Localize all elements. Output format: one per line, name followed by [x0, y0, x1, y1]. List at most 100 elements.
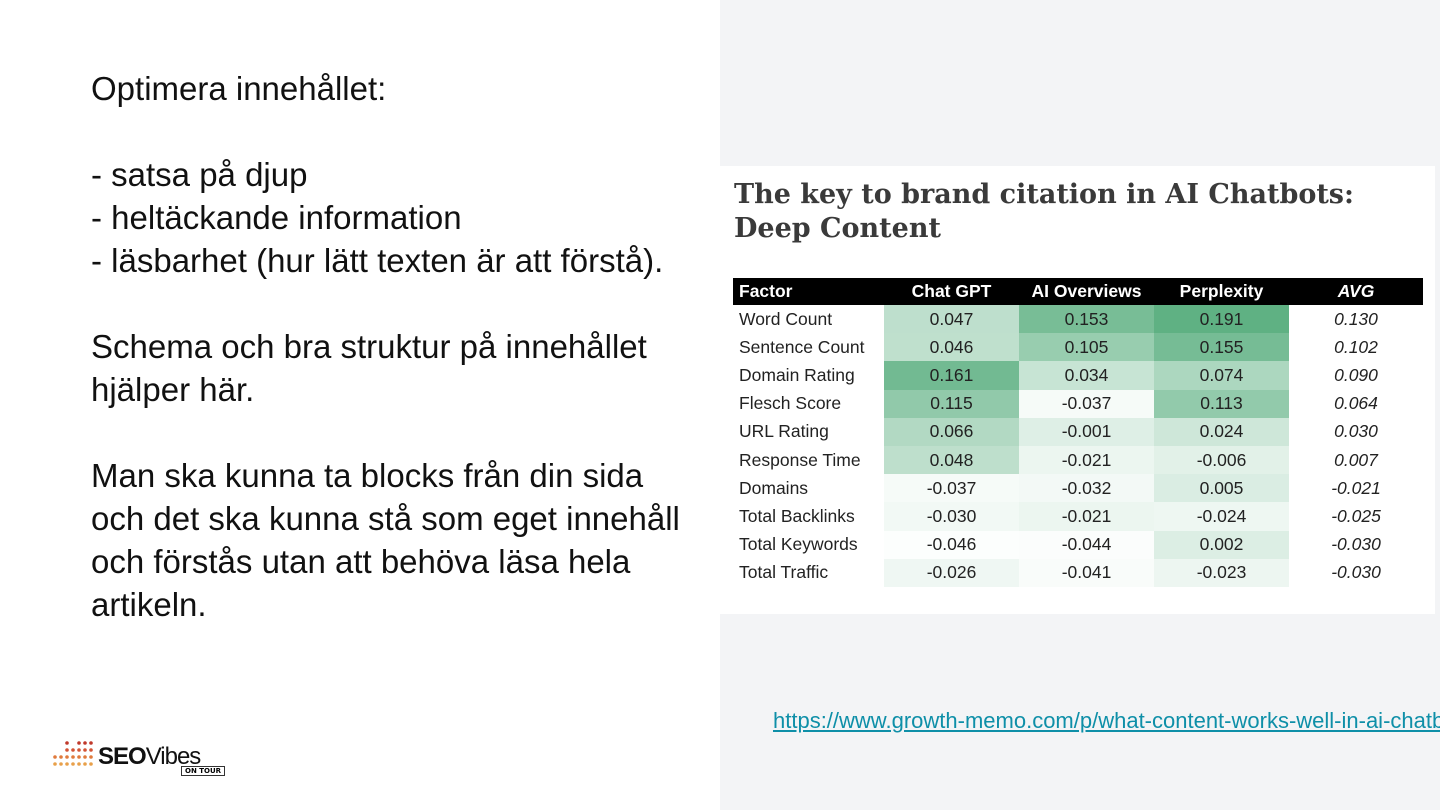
- logo-dot: [65, 755, 69, 759]
- figure-title: The key to brand citation in AI Chatbots…: [734, 179, 1354, 244]
- table-row: Response Time 0.048 -0.021 -0.006 0.007: [733, 445, 1423, 475]
- logo-dot: [77, 755, 81, 759]
- value-cell: 0.161: [884, 361, 1019, 390]
- value-cell: -0.021: [1019, 502, 1154, 531]
- logo-dot: [53, 755, 57, 759]
- logo-dot: [89, 748, 93, 752]
- bullet: - heltäckande information: [91, 199, 462, 236]
- value-cell: 0.105: [1019, 333, 1154, 362]
- table-figure: The key to brand citation in AI Chatbots…: [720, 166, 1435, 614]
- value-cell: 0.007: [1334, 449, 1378, 470]
- logo-dot: [71, 748, 75, 752]
- value-cell: 0.115: [884, 389, 1019, 418]
- value-cell: 0.102: [1334, 336, 1378, 357]
- value-cell: -0.023: [1154, 558, 1289, 587]
- factor-cell: Word Count: [739, 308, 833, 329]
- value-cell: -0.044: [1019, 530, 1154, 559]
- value-cell: 0.155: [1154, 333, 1289, 362]
- value-cell: -0.001: [1019, 417, 1154, 446]
- logo-dot: [89, 741, 93, 745]
- source-link[interactable]: https://www.growth-memo.com/p/what-conte…: [773, 708, 1440, 733]
- table-row: Total Traffic -0.026 -0.041 -0.023 -0.030: [733, 558, 1423, 587]
- value-cell: -0.046: [884, 530, 1019, 559]
- value-cell: -0.030: [1331, 534, 1381, 555]
- logo-dot: [71, 755, 75, 759]
- col-header: Factor: [733, 278, 884, 305]
- value-cell: 0.047: [884, 305, 1019, 334]
- logo-dot: [83, 762, 87, 766]
- value-cell: -0.032: [1019, 474, 1154, 503]
- value-cell: 0.048: [884, 445, 1019, 475]
- value-cell: -0.024: [1154, 502, 1289, 531]
- logo-dot: [83, 748, 87, 752]
- table-row: Sentence Count 0.046 0.105 0.155 0.102: [733, 333, 1423, 362]
- value-cell: 0.074: [1154, 361, 1289, 390]
- value-cell: 0.046: [884, 333, 1019, 362]
- logo-dot: [65, 762, 69, 766]
- value-cell: -0.041: [1019, 558, 1154, 587]
- logo-dot: [83, 741, 87, 745]
- col-header: Chat GPT: [884, 278, 1019, 305]
- value-cell: -0.026: [884, 558, 1019, 587]
- value-cell: -0.030: [884, 502, 1019, 531]
- equalizer-dots-icon: [53, 741, 93, 766]
- table-row: URL Rating 0.066 -0.001 0.024 0.030: [733, 417, 1423, 446]
- logo-dot: [65, 748, 69, 752]
- factor-cell: URL Rating: [739, 421, 829, 442]
- value-cell: -0.025: [1331, 505, 1381, 526]
- heading: Optimera innehållet:: [91, 70, 387, 107]
- value-cell: 0.066: [884, 417, 1019, 446]
- paragraph-schema: Schema och bra struktur på innehållet hj…: [91, 328, 647, 408]
- value-cell: 0.090: [1334, 364, 1378, 385]
- factor-cell: Total Keywords: [739, 534, 858, 555]
- table-row: Flesch Score 0.115 -0.037 0.113 0.064: [733, 389, 1423, 418]
- factor-cell: Domain Rating: [739, 364, 855, 385]
- logo-dot: [77, 748, 81, 752]
- factor-cell: Total Backlinks: [739, 505, 855, 526]
- value-cell: -0.006: [1154, 445, 1289, 475]
- seovibes-logo: SEOVibes ON TOUR: [52, 735, 232, 780]
- logo-dot: [59, 762, 63, 766]
- paragraph-blocks: Man ska kunna ta blocks från din sida oc…: [91, 457, 680, 623]
- value-cell: 0.064: [1334, 393, 1378, 414]
- value-cell: 0.005: [1154, 474, 1289, 503]
- factor-cell: Flesch Score: [739, 393, 842, 414]
- value-cell: 0.024: [1154, 417, 1289, 446]
- bullet: - satsa på djup: [91, 156, 308, 193]
- table-row: Total Keywords -0.046 -0.044 0.002 -0.030: [733, 530, 1423, 559]
- value-cell: -0.037: [884, 474, 1019, 503]
- value-cell: 0.002: [1154, 530, 1289, 559]
- factor-cell: Sentence Count: [739, 336, 865, 357]
- correlation-table: Factor Chat GPT AI Overviews Perplexity …: [733, 278, 1423, 587]
- col-header: Perplexity: [1154, 278, 1289, 305]
- logo-dot: [77, 741, 81, 745]
- logo-dot: [59, 755, 63, 759]
- value-cell: 0.113: [1154, 389, 1289, 418]
- factor-cell: Total Traffic: [739, 562, 829, 583]
- value-cell: -0.030: [1331, 562, 1381, 583]
- value-cell: -0.021: [1331, 477, 1381, 498]
- table-row: Domain Rating 0.161 0.034 0.074 0.090: [733, 361, 1423, 390]
- factor-cell: Domains: [739, 477, 809, 498]
- value-cell: 0.191: [1154, 305, 1289, 334]
- value-cell: -0.021: [1019, 445, 1154, 475]
- table-row: Word Count 0.047 0.153 0.191 0.130: [733, 305, 1423, 334]
- table-row: Total Backlinks -0.030 -0.021 -0.024 -0.025: [733, 502, 1423, 531]
- factor-cell: Response Time: [739, 449, 861, 470]
- table-row: Domains -0.037 -0.032 0.005 -0.021: [733, 474, 1423, 503]
- logo-dot: [65, 741, 69, 745]
- logo-dot: [83, 755, 87, 759]
- value-cell: 0.153: [1019, 305, 1154, 334]
- logo-dot: [77, 762, 81, 766]
- slide-body: Optimera innehållet: - satsa på djup - h…: [91, 67, 691, 669]
- logo-dot: [71, 762, 75, 766]
- value-cell: 0.034: [1019, 361, 1154, 390]
- logo-dot: [89, 755, 93, 759]
- left-panel: [0, 0, 720, 810]
- value-cell: 0.130: [1334, 308, 1378, 329]
- logo-dot: [89, 762, 93, 766]
- value-cell: -0.037: [1019, 389, 1154, 418]
- value-cell: 0.030: [1334, 421, 1378, 442]
- bullet: - läsbarhet (hur lätt texten är att förs…: [91, 242, 664, 279]
- logo-dot: [53, 762, 57, 766]
